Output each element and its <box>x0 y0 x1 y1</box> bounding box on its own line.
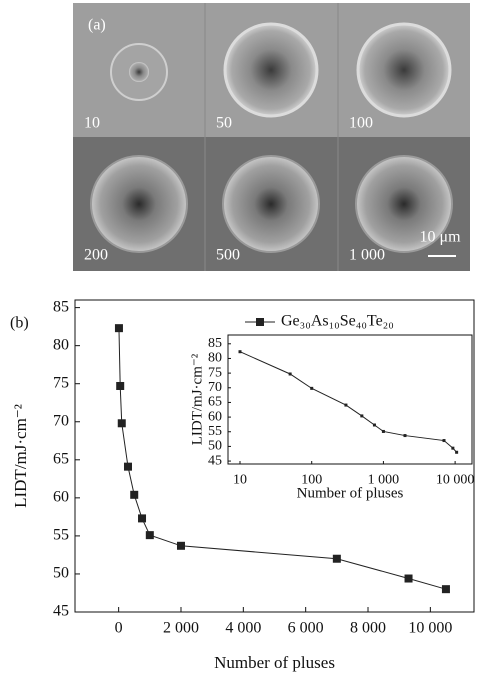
marker <box>360 414 363 417</box>
tile-label: 500 <box>216 247 240 264</box>
series-line <box>119 328 446 589</box>
marker <box>455 451 458 454</box>
x-axis-title: Number of pluses <box>297 485 404 501</box>
y-tick-label: 80 <box>208 351 222 366</box>
marker <box>403 434 406 437</box>
y-tick-label: 45 <box>53 603 69 620</box>
marker <box>405 575 413 583</box>
y-tick-label: 75 <box>208 365 222 380</box>
tile-label: 100 <box>349 115 373 132</box>
y-tick-label: 50 <box>53 565 69 582</box>
plot-frame <box>228 335 472 464</box>
x-tick-label: 10 <box>233 472 247 487</box>
marker <box>239 350 242 353</box>
marker <box>442 585 450 593</box>
crater <box>358 24 450 116</box>
x-tick-label: 6 000 <box>288 619 324 636</box>
y-tick-label: 75 <box>53 374 69 391</box>
plot-frame <box>75 300 474 612</box>
tile-label: 10 <box>84 115 100 132</box>
micrograph-panel: (a) 10 50 100 200 500 1 000 10 μm <box>73 3 470 271</box>
x-tick-label: 0 <box>115 619 123 636</box>
y-tick-label: 85 <box>53 298 69 315</box>
panel-label: (a) <box>88 17 106 34</box>
y-tick-label: 80 <box>53 336 69 353</box>
y-axis-title: LIDT/mJ·cm⁻² <box>11 404 30 508</box>
y-tick-label: 55 <box>53 527 69 544</box>
x-tick-label: 8 000 <box>350 619 386 636</box>
y-tick-label: 70 <box>53 412 69 429</box>
marker <box>115 324 123 332</box>
x-axis-title: Number of pluses <box>214 653 335 672</box>
y-axis-title: LIDT/mJ·cm⁻² <box>189 353 205 445</box>
y-tick-label: 65 <box>53 450 69 467</box>
crater <box>225 24 317 116</box>
figure: (a) 10 50 100 200 500 1 000 10 μm 455055… <box>0 0 477 676</box>
crater <box>91 156 187 252</box>
y-tick-label: 60 <box>208 409 222 424</box>
marker <box>138 514 146 522</box>
crater <box>223 156 319 252</box>
marker <box>373 424 376 427</box>
x-tick-label: 10 000 <box>436 472 475 487</box>
tile-label: 200 <box>84 247 108 264</box>
y-tick-label: 45 <box>208 453 222 468</box>
legend-marker <box>256 318 264 326</box>
y-tick-label: 85 <box>208 336 222 351</box>
legend-label: Ge₃₀As₁₀Se₄₀Te₂₀ <box>281 313 394 330</box>
marker <box>333 555 341 563</box>
marker <box>310 387 313 390</box>
panel-label: (b) <box>10 315 29 332</box>
marker <box>289 372 292 375</box>
x-tick-label: 4 000 <box>225 619 261 636</box>
marker <box>130 491 138 499</box>
marker <box>177 542 185 550</box>
crater <box>129 62 149 82</box>
scale-bar-label: 10 μm <box>419 229 461 246</box>
marker <box>146 531 154 539</box>
tile-label: 50 <box>216 115 232 132</box>
series-line <box>240 352 457 453</box>
x-tick-label: 2 000 <box>163 619 199 636</box>
y-tick-label: 50 <box>208 439 222 454</box>
marker <box>443 439 446 442</box>
marker <box>382 430 385 433</box>
y-tick-label: 55 <box>208 424 222 439</box>
y-tick-label: 65 <box>208 395 222 410</box>
tile-label: 1 000 <box>349 247 385 264</box>
y-tick-label: 70 <box>208 380 222 395</box>
y-tick-label: 60 <box>53 489 69 506</box>
marker <box>118 419 126 427</box>
marker <box>344 404 347 407</box>
marker <box>451 447 454 450</box>
marker <box>116 382 124 390</box>
marker <box>124 463 132 471</box>
x-tick-label: 10 000 <box>408 619 452 636</box>
